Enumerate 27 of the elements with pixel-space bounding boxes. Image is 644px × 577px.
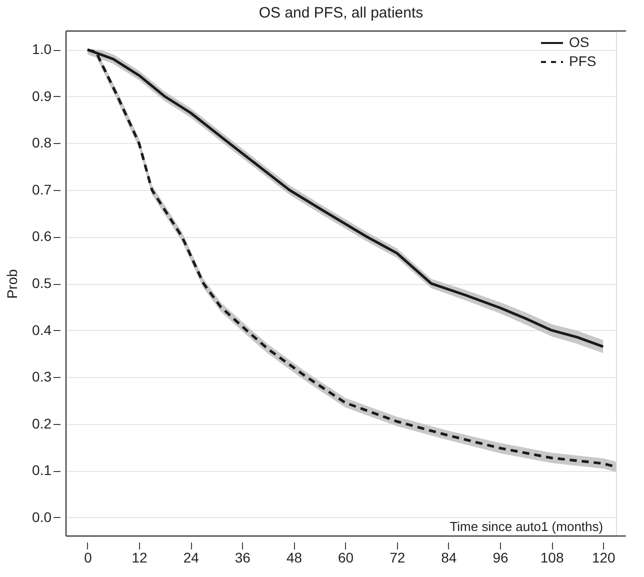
x-tick-label: 36 — [234, 550, 251, 566]
x-tick-label: 96 — [492, 550, 508, 566]
y-tick-label: 0.9 — [32, 88, 52, 104]
y-tick-label: 1.0 — [32, 41, 52, 58]
y-tick-label: 0.6 — [32, 228, 52, 244]
y-tick-label: 0.2 — [32, 415, 52, 432]
x-tick-label: 0 — [84, 550, 92, 566]
x-tick-label: 12 — [132, 550, 148, 566]
x-tick-label: 84 — [441, 550, 457, 566]
x-tick-label: 120 — [592, 550, 616, 566]
x-tick-label: 60 — [338, 550, 354, 566]
y-tick-label: 0.1 — [32, 462, 52, 478]
y-tick-label: 0.4 — [32, 322, 52, 338]
x-tick-label: 48 — [286, 550, 302, 566]
y-tick-label: 0.0 — [32, 508, 52, 525]
chart-title: OS and PFS, all patients — [258, 4, 424, 22]
legend-label: OS — [569, 34, 590, 50]
legend-label: PFS — [569, 53, 596, 69]
y-tick-label: 0.3 — [32, 368, 52, 385]
x-tick-label: 72 — [390, 550, 406, 566]
y-tick-label: 0.5 — [32, 275, 52, 291]
y-axis-title: Prob — [4, 269, 20, 299]
y-tick-label: 0.8 — [32, 134, 52, 151]
x-axis-title: Time since auto1 (months) — [450, 519, 604, 534]
x-tick-label: 108 — [540, 550, 564, 566]
x-tick-label: 24 — [183, 550, 200, 566]
y-tick-label: 0.7 — [32, 181, 52, 198]
